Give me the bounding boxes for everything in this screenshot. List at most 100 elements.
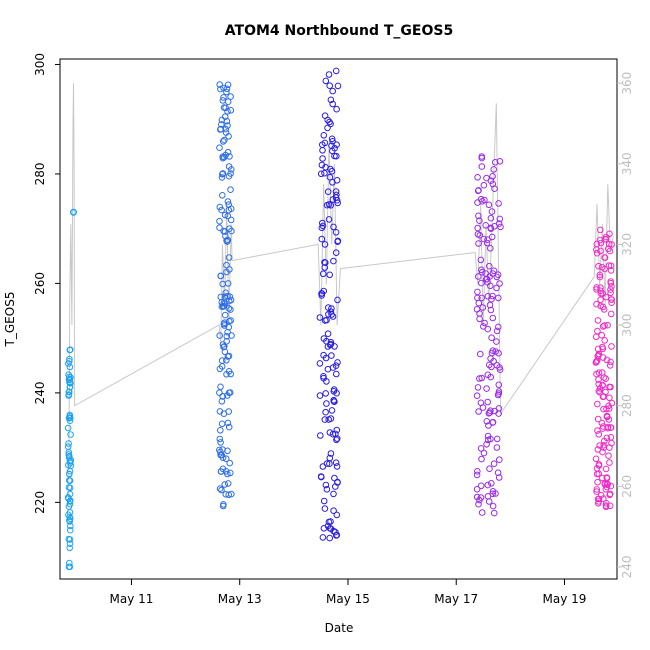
data-point xyxy=(594,327,601,335)
data-point xyxy=(323,337,330,345)
data-point xyxy=(487,407,494,415)
data-point xyxy=(333,463,341,470)
data-point xyxy=(604,480,612,488)
data-point xyxy=(593,486,601,493)
data-point xyxy=(330,507,337,515)
data-point xyxy=(478,153,486,160)
data-point xyxy=(326,118,333,126)
data-point xyxy=(221,343,228,350)
data-point xyxy=(594,495,602,503)
data-point xyxy=(597,290,605,297)
data-point xyxy=(316,314,324,321)
data-point xyxy=(603,434,611,442)
data-point xyxy=(324,330,332,338)
data-point xyxy=(490,460,498,468)
data-point xyxy=(221,211,229,219)
data-point xyxy=(331,398,338,406)
data-point xyxy=(477,482,485,490)
data-point xyxy=(224,392,231,399)
data-point xyxy=(227,370,234,378)
data-point xyxy=(474,288,481,296)
y2-tick-label: 240 xyxy=(620,555,634,578)
data-point xyxy=(486,465,493,473)
data-point xyxy=(492,490,499,497)
data-point xyxy=(599,343,606,351)
y-tick-label: 240 xyxy=(33,381,47,404)
data-point xyxy=(216,408,224,415)
x-axis-label: Date xyxy=(325,621,354,635)
data-point xyxy=(66,467,74,475)
data-point xyxy=(224,447,231,455)
data-point xyxy=(218,420,226,428)
data-point xyxy=(224,81,232,89)
data-point xyxy=(323,201,331,209)
data-point xyxy=(494,469,502,477)
data-point xyxy=(321,241,329,248)
data-point xyxy=(482,222,490,229)
data-point xyxy=(217,427,224,434)
data-point xyxy=(601,254,609,261)
data-point xyxy=(330,386,338,393)
data-point xyxy=(493,284,500,292)
y-tick-label: 280 xyxy=(33,162,47,185)
data-point xyxy=(594,400,601,408)
data-point xyxy=(602,375,610,383)
data-point xyxy=(324,116,332,124)
data-point xyxy=(475,299,483,307)
data-point xyxy=(332,194,340,201)
data-point xyxy=(66,457,74,465)
data-point xyxy=(333,191,340,199)
data-point xyxy=(328,352,335,359)
data-point xyxy=(593,488,600,495)
data-point xyxy=(608,283,615,290)
data-point xyxy=(65,391,73,398)
data-point xyxy=(66,363,74,371)
data-point xyxy=(218,121,225,128)
data-point xyxy=(602,293,610,301)
data-point xyxy=(478,509,486,516)
data-point xyxy=(323,316,330,324)
data-point xyxy=(603,356,611,364)
data-point xyxy=(216,389,223,397)
data-point xyxy=(606,230,613,238)
data-point xyxy=(326,82,334,89)
data-point xyxy=(490,357,497,365)
data-point xyxy=(603,412,611,420)
data-point xyxy=(606,459,613,466)
data-point xyxy=(66,490,74,498)
data-point xyxy=(483,418,491,425)
data-point xyxy=(474,174,481,181)
data-point xyxy=(486,262,493,270)
data-point xyxy=(490,166,498,173)
data-point xyxy=(491,159,499,166)
data-point xyxy=(599,474,606,482)
data-point xyxy=(325,216,333,223)
data-point xyxy=(327,308,335,316)
data-point xyxy=(66,379,73,386)
data-point xyxy=(225,352,233,360)
data-point xyxy=(219,341,227,348)
x-tick-label: May 11 xyxy=(109,592,153,606)
data-point xyxy=(66,383,74,391)
data-point xyxy=(316,392,324,399)
data-point xyxy=(486,301,494,309)
data-point xyxy=(475,212,482,220)
data-point xyxy=(219,303,227,310)
y2-tick-label: 360 xyxy=(620,72,634,95)
data-point xyxy=(321,505,329,512)
data-point xyxy=(218,206,225,214)
data-point xyxy=(223,117,231,125)
chart-title: ATOM4 Northbound T_GEOS5 xyxy=(225,23,453,39)
data-point xyxy=(220,300,227,307)
data-point xyxy=(608,296,616,303)
data-point xyxy=(601,265,609,273)
data-point xyxy=(497,223,504,231)
data-point xyxy=(489,292,496,300)
data-point xyxy=(485,361,493,369)
data-point xyxy=(216,332,223,339)
data-point xyxy=(595,376,602,383)
data-point xyxy=(605,245,612,252)
data-point xyxy=(495,200,502,207)
data-point xyxy=(65,511,72,519)
